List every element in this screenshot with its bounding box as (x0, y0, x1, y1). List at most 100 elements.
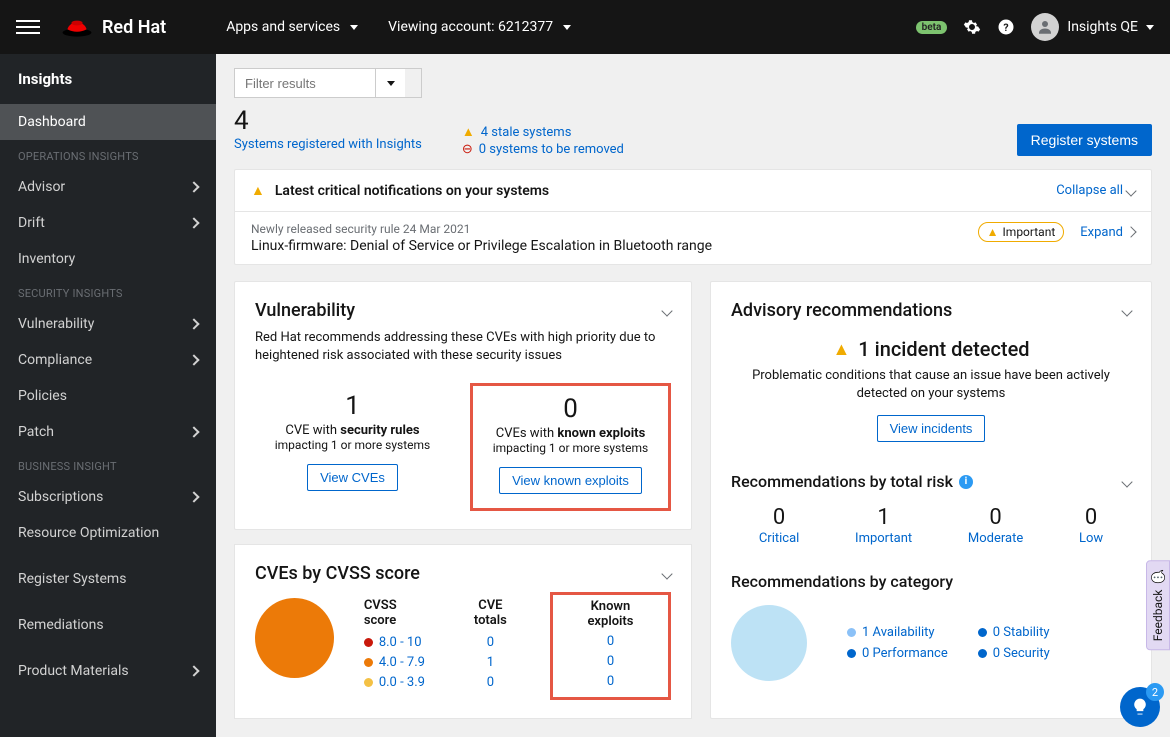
cat-security-link[interactable]: 0 Security (993, 646, 1050, 661)
security-rules-count: 1 (261, 391, 444, 421)
viewing-account-menu[interactable]: Viewing account: 6212377 (388, 19, 571, 35)
chevron-down-icon (1125, 185, 1136, 196)
chevron-right-icon (1125, 226, 1136, 237)
sidebar-item-subscriptions[interactable]: Subscriptions (0, 479, 216, 515)
cvss-known-link[interactable]: 0 (607, 634, 614, 649)
vulnerability-title: Vulnerability (255, 300, 355, 321)
apps-services-menu[interactable]: Apps and services (226, 19, 358, 35)
warning-icon: ▲ (832, 339, 850, 360)
register-systems-button[interactable]: Register systems (1017, 124, 1152, 156)
brand-text: Red Hat (102, 17, 166, 38)
vulnerability-desc: Red Hat recommends addressing these CVEs… (255, 329, 671, 365)
categories-donut-chart (731, 605, 807, 681)
sidebar-item-register[interactable]: Register Systems (0, 561, 216, 597)
chevron-down-icon[interactable] (661, 305, 672, 316)
categories-title: Recommendations by category (731, 572, 1131, 591)
cvss-totals-col: CVE totals 0 1 0 (461, 598, 520, 700)
sidebar-section-business: BUSINESS INSIGHT (0, 450, 216, 479)
chevron-down-icon[interactable] (1121, 305, 1132, 316)
cat-performance-link[interactable]: 0 Performance (862, 646, 948, 661)
info-icon[interactable]: i (959, 475, 973, 489)
help-icon[interactable]: ? (997, 18, 1015, 36)
sidebar-item-vulnerability[interactable]: Vulnerability (0, 306, 216, 342)
notification-meta: Newly released security rule 24 Mar 2021 (251, 222, 712, 236)
cvss-range-link[interactable]: 8.0 - 10 (379, 635, 422, 650)
sidebar-item-drift[interactable]: Drift (0, 205, 216, 241)
vulnerability-card: Vulnerability Red Hat recommends address… (234, 281, 692, 530)
cvss-known-col: Known exploits 0 0 0 (550, 592, 671, 700)
cvss-range-link[interactable]: 0.0 - 3.9 (379, 675, 425, 690)
filter-input[interactable] (235, 69, 375, 97)
stale-systems-link[interactable]: 4 stale systems (481, 125, 572, 140)
chevron-right-icon (188, 354, 199, 365)
svg-text:?: ? (1004, 21, 1009, 34)
rec-low-link[interactable]: Low (1079, 531, 1103, 546)
cvss-range-link[interactable]: 4.0 - 7.9 (379, 655, 425, 670)
notification-item: Newly released security rule 24 Mar 2021… (235, 212, 1151, 264)
main-content: 4 Systems registered with Insights ▲ 4 s… (216, 54, 1170, 737)
hamburger-menu[interactable] (16, 15, 40, 39)
sidebar-section-security: SECURITY INSIGHTS (0, 277, 216, 306)
view-known-exploits-button[interactable]: View known exploits (499, 467, 642, 494)
cvss-title: CVEs by CVSS score (255, 563, 420, 584)
cvss-known-link[interactable]: 0 (607, 674, 614, 689)
caret-down-icon (1146, 25, 1154, 30)
sidebar-item-compliance[interactable]: Compliance (0, 342, 216, 378)
chevron-down-icon[interactable] (1121, 476, 1132, 487)
caret-down-icon (350, 25, 358, 30)
cat-availability-link[interactable]: 1 Availability (862, 625, 935, 640)
caret-down-icon (387, 81, 395, 86)
gear-icon[interactable] (963, 18, 981, 36)
cvss-total-link[interactable]: 0 (487, 675, 494, 690)
severity-badge: ▲ Important (978, 222, 1065, 242)
sidebar-item-inventory[interactable]: Inventory (0, 241, 216, 277)
chevron-right-icon (188, 318, 199, 329)
sidebar-item-remediations[interactable]: Remediations (0, 607, 216, 643)
cvss-total-link[interactable]: 0 (487, 635, 494, 650)
expand-link[interactable]: Expand (1080, 225, 1135, 240)
chevron-down-icon[interactable] (661, 568, 672, 579)
collapse-all-link[interactable]: Collapse all (1056, 183, 1135, 198)
system-alerts: ▲ 4 stale systems ⊖ 0 systems to be remo… (462, 124, 624, 159)
systems-registered-link[interactable]: Systems registered with Insights (234, 137, 422, 152)
cat-stability-link[interactable]: 0 Stability (993, 625, 1050, 640)
chevron-right-icon (188, 665, 199, 676)
sidebar-item-advisor[interactable]: Advisor (0, 169, 216, 205)
rec-important-link[interactable]: Important (855, 531, 912, 546)
feedback-tab[interactable]: Feedback 💬 (1146, 560, 1170, 650)
advisory-title: Advisory recommendations (731, 300, 952, 321)
cvss-total-link[interactable]: 1 (487, 655, 494, 670)
incident-subtitle: Problematic conditions that cause an iss… (731, 367, 1131, 403)
sidebar-item-product-materials[interactable]: Product Materials (0, 653, 216, 689)
view-cves-button[interactable]: View CVEs (307, 464, 398, 491)
cvss-donut-chart (255, 598, 334, 678)
notifications-title: Latest critical notifications on your sy… (275, 183, 549, 199)
sidebar-section-operations: OPERATIONS INSIGHTS (0, 140, 216, 169)
sidebar-item-patch[interactable]: Patch (0, 414, 216, 450)
systems-removed-link[interactable]: 0 systems to be removed (479, 142, 624, 157)
brand-logo[interactable]: Red Hat (60, 15, 166, 39)
user-menu[interactable]: Insights QE (1031, 13, 1154, 41)
sidebar-item-dashboard[interactable]: Dashboard (0, 104, 216, 140)
rec-moderate-link[interactable]: Moderate (968, 531, 1023, 546)
rec-critical-link[interactable]: Critical (759, 531, 799, 546)
known-exploits-count: 0 (479, 394, 662, 424)
cvss-score-col: CVSS score 8.0 - 10 4.0 - 7.9 0.0 - 3.9 (364, 598, 431, 700)
notifications-card: ▲ Latest critical notifications on your … (234, 169, 1152, 265)
recommendations-row: 0Critical 1Important 0Moderate 0Low (731, 505, 1131, 546)
beta-badge: beta (916, 21, 948, 34)
sidebar-item-resource-opt[interactable]: Resource Optimization (0, 515, 216, 551)
caret-down-icon (563, 25, 571, 30)
comment-icon: 💬 (1151, 569, 1165, 584)
sidebar-item-policies[interactable]: Policies (0, 378, 216, 414)
systems-count: 4 (234, 106, 422, 136)
cvss-known-link[interactable]: 0 (607, 654, 614, 669)
avatar (1031, 13, 1059, 41)
view-incidents-button[interactable]: View incidents (877, 415, 986, 442)
filter-dropdown-button[interactable] (375, 69, 405, 97)
hints-badge: 2 (1146, 683, 1164, 701)
categories-list: 1 Availability 0 Stability 0 Performance… (847, 625, 1050, 661)
hints-button[interactable]: 2 (1120, 687, 1160, 727)
known-exploits-cell: 0 CVEs with known exploits impacting 1 o… (470, 383, 671, 511)
recommendations-title: Recommendations by total risk (731, 472, 953, 491)
